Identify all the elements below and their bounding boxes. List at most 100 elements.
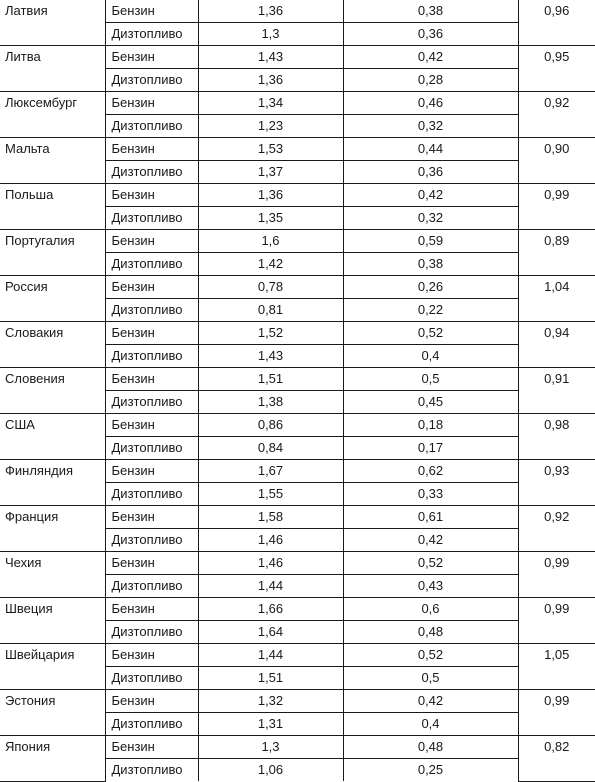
price-cell: 1,66 — [197, 597, 344, 621]
price-cell: 1,46 — [197, 551, 344, 575]
fuel-type-cell: Дизтопливо — [105, 574, 199, 598]
tax-cell: 0,26 — [342, 275, 519, 299]
country-cell: Польша — [0, 183, 106, 230]
country-cell: Словения — [0, 367, 106, 414]
price-cell: 1,34 — [197, 91, 344, 115]
tax-cell: 0,18 — [342, 413, 519, 437]
table-row: Швейцария Бензин 1,44 0,52 1,05 — [0, 643, 595, 690]
fuel-type-cell: Бензин — [104, 229, 199, 253]
tax-cell: 0,61 — [342, 505, 519, 529]
tax-cell: 0,4 — [342, 712, 518, 736]
tax-cell: 0,48 — [342, 735, 519, 759]
tax-cell: 0,22 — [342, 298, 518, 322]
price-cell: 1,42 — [197, 252, 344, 276]
table-row: Дизтопливо 0,84 0,17 — [0, 436, 595, 460]
ratio-cell: 0,99 — [517, 551, 595, 598]
tax-cell: 0,38 — [342, 0, 519, 23]
tax-cell: 0,59 — [342, 229, 519, 253]
table-row: Словения Бензин 1,51 0,5 0,91 — [0, 367, 595, 414]
price-cell: 1,37 — [197, 160, 344, 184]
fuel-type-cell: Дизтопливо — [105, 528, 199, 552]
table-row: Россия Бензин 0,78 0,26 1,04 — [0, 275, 595, 322]
fuel-type-cell: Дизтопливо — [105, 298, 199, 322]
price-cell: 1,3 — [197, 22, 344, 46]
country-cell: Португалия — [0, 229, 106, 276]
country-cell: Люксембург — [0, 91, 106, 138]
tax-cell: 0,42 — [342, 689, 519, 713]
price-cell: 1,51 — [197, 367, 344, 391]
price-cell: 1,44 — [197, 643, 344, 667]
fuel-type-cell: Дизтопливо — [105, 344, 199, 368]
tax-cell: 0,38 — [342, 252, 518, 276]
ratio-cell: 0,99 — [517, 689, 595, 736]
ratio-cell: 0,92 — [517, 91, 595, 138]
tax-cell: 0,4 — [342, 344, 518, 368]
fuel-type-cell: Дизтопливо — [105, 160, 199, 184]
table-row: Дизтопливо 1,38 0,45 — [0, 390, 595, 414]
ratio-cell: 0,99 — [517, 597, 595, 644]
fuel-type-cell: Бензин — [104, 321, 199, 345]
table-row: Швеция Бензин 1,66 0,6 0,99 — [0, 597, 595, 644]
fuel-type-cell: Дизтопливо — [105, 666, 199, 690]
ratio-cell: 0,99 — [517, 183, 595, 230]
table-row: Дизтопливо 1,06 0,25 — [0, 758, 595, 781]
price-cell: 1,36 — [197, 183, 344, 207]
fuel-type-cell: Бензин — [104, 275, 199, 299]
tax-cell: 0,48 — [342, 620, 518, 644]
price-cell: 0,81 — [197, 298, 344, 322]
table-row: Дизтопливо 1,44 0,43 — [0, 574, 595, 598]
price-cell: 1,31 — [197, 712, 344, 736]
table-row: Мальта Бензин 1,53 0,44 0,90 — [0, 137, 595, 184]
price-cell: 1,43 — [197, 45, 344, 69]
ratio-cell: 0,82 — [517, 735, 595, 782]
price-cell: 1,55 — [197, 482, 344, 506]
tax-cell: 0,5 — [342, 666, 518, 690]
price-cell: 1,44 — [197, 574, 344, 598]
table-row: Франция Бензин 1,58 0,61 0,92 — [0, 505, 595, 552]
tax-cell: 0,36 — [342, 160, 518, 184]
price-cell: 1,58 — [197, 505, 344, 529]
tax-cell: 0,5 — [342, 367, 519, 391]
price-cell: 1,36 — [197, 0, 344, 23]
tax-cell: 0,25 — [342, 758, 518, 781]
fuel-type-cell: Дизтопливо — [105, 482, 199, 506]
fuel-type-cell: Бензин — [104, 597, 199, 621]
table-row: Литва Бензин 1,43 0,42 0,95 — [0, 45, 595, 92]
price-cell: 1,67 — [197, 459, 344, 483]
tax-cell: 0,36 — [342, 22, 518, 46]
tax-cell: 0,46 — [342, 91, 519, 115]
price-cell: 0,84 — [197, 436, 344, 460]
fuel-type-cell: Дизтопливо — [105, 114, 199, 138]
fuel-type-cell: Дизтопливо — [105, 712, 199, 736]
price-cell: 1,3 — [197, 735, 344, 759]
ratio-cell: 0,90 — [517, 137, 595, 184]
table-row: Дизтопливо 1,46 0,42 — [0, 528, 595, 552]
price-cell: 1,64 — [197, 620, 344, 644]
fuel-type-cell: Бензин — [104, 45, 199, 69]
country-cell: Эстония — [0, 689, 106, 736]
table-row: Дизтопливо 1,36 0,28 — [0, 68, 595, 92]
fuel-type-cell: Дизтопливо — [105, 758, 199, 781]
table-row: Эстония Бензин 1,32 0,42 0,99 — [0, 689, 595, 736]
price-cell: 1,36 — [197, 68, 344, 92]
table-row: Дизтопливо 1,51 0,5 — [0, 666, 595, 690]
price-cell: 1,38 — [197, 390, 344, 414]
tax-cell: 0,32 — [342, 114, 518, 138]
table-row: Дизтопливо 1,3 0,36 — [0, 22, 595, 46]
tax-cell: 0,42 — [342, 183, 519, 207]
country-cell: Швейцария — [0, 643, 106, 690]
table-row: Дизтопливо 0,81 0,22 — [0, 298, 595, 322]
price-cell: 1,35 — [197, 206, 344, 230]
country-cell: Япония — [0, 735, 106, 782]
table-row: Япония Бензин 1,3 0,48 0,82 — [0, 735, 595, 782]
country-cell: Россия — [0, 275, 106, 322]
ratio-cell: 0,92 — [517, 505, 595, 552]
country-cell: Словакия — [0, 321, 106, 368]
fuel-type-cell: Дизтопливо — [105, 206, 199, 230]
ratio-cell: 0,95 — [517, 45, 595, 92]
ratio-cell: 0,98 — [517, 413, 595, 460]
country-cell: Франция — [0, 505, 106, 552]
country-cell: Латвия — [0, 0, 106, 46]
